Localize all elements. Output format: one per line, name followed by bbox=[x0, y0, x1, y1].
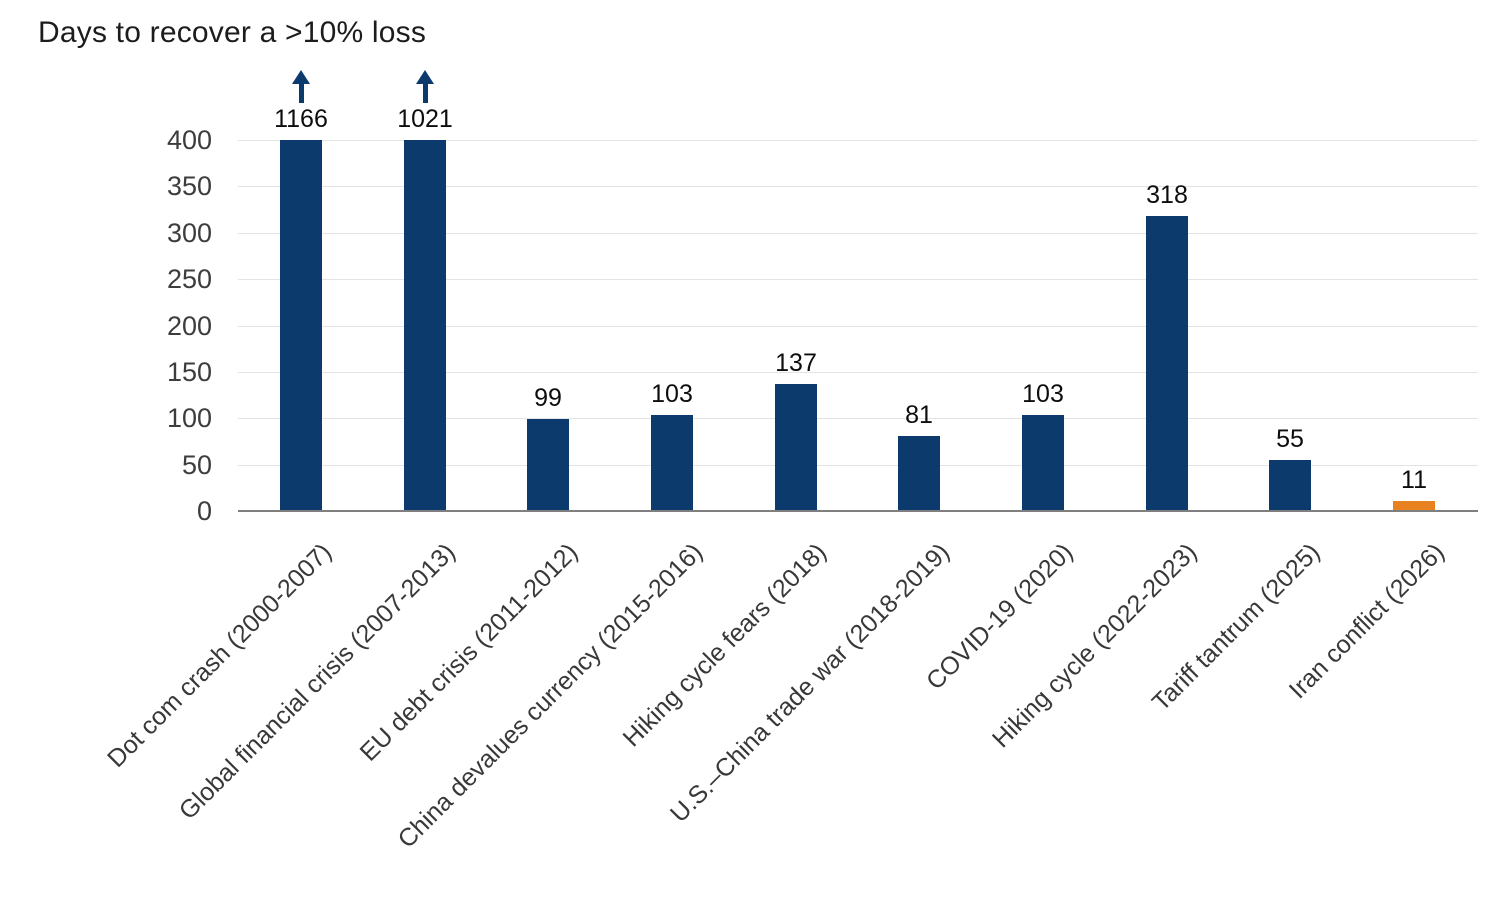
bar-value-label: 55 bbox=[1276, 425, 1304, 453]
bar bbox=[1022, 415, 1064, 510]
arrow-head bbox=[292, 70, 310, 84]
bar-value-label: 11 bbox=[1401, 466, 1427, 494]
bar bbox=[651, 415, 693, 510]
chart-title: Days to recover a >10% loss bbox=[38, 16, 427, 49]
gridline bbox=[238, 140, 1478, 141]
gridline bbox=[238, 465, 1478, 466]
bar bbox=[1269, 460, 1311, 510]
bar bbox=[404, 140, 446, 510]
bar bbox=[1393, 501, 1435, 510]
y-axis-tick-label: 50 bbox=[181, 450, 212, 480]
bar-value-label: 81 bbox=[905, 401, 933, 429]
x-category-label: U.S.–China trade war (2018-2019) bbox=[664, 538, 955, 829]
bar bbox=[775, 384, 817, 510]
x-category-label: EU debt crisis (2011-2012) bbox=[355, 538, 584, 767]
gridline bbox=[238, 279, 1478, 280]
bar bbox=[898, 436, 940, 510]
y-axis-tick-label: 300 bbox=[166, 218, 212, 248]
x-axis-line bbox=[238, 510, 1478, 512]
gridline bbox=[238, 326, 1478, 327]
bar-value-label: 99 bbox=[534, 384, 562, 412]
x-category-label: Hiking cycle fears (2018) bbox=[617, 538, 832, 753]
bar bbox=[527, 419, 569, 510]
y-axis-tick-label: 0 bbox=[196, 496, 212, 526]
y-axis-tick-label: 400 bbox=[166, 125, 212, 155]
x-category-label: Dot com crash (2000-2007) bbox=[101, 538, 337, 773]
bar-value-label: 318 bbox=[1146, 181, 1188, 209]
bar bbox=[1146, 216, 1188, 510]
y-axis-tick-label: 250 bbox=[166, 264, 212, 294]
gridline bbox=[238, 418, 1478, 419]
truncation-arrow-icon bbox=[416, 70, 434, 104]
y-axis-tick-label: 100 bbox=[166, 403, 212, 433]
arrow-head bbox=[416, 70, 434, 84]
y-axis-tick-label: 350 bbox=[166, 171, 212, 201]
bar-value-label: 1021 bbox=[397, 105, 453, 133]
gridline bbox=[238, 372, 1478, 373]
gridline bbox=[238, 233, 1478, 234]
arrow-stem bbox=[299, 82, 304, 103]
arrow-stem bbox=[423, 82, 428, 103]
bar-value-label: 103 bbox=[1022, 380, 1064, 408]
x-category-label: Hiking cycle (2022-2023) bbox=[987, 538, 1203, 754]
bar-value-label: 103 bbox=[651, 380, 693, 408]
bar-value-label: 1166 bbox=[274, 105, 328, 133]
bar bbox=[280, 140, 322, 510]
y-axis-tick-label: 200 bbox=[166, 311, 212, 341]
truncation-arrow-icon bbox=[292, 70, 310, 104]
bar-value-label: 137 bbox=[775, 349, 817, 377]
gridline bbox=[238, 186, 1478, 187]
y-axis-tick-label: 150 bbox=[166, 357, 212, 387]
